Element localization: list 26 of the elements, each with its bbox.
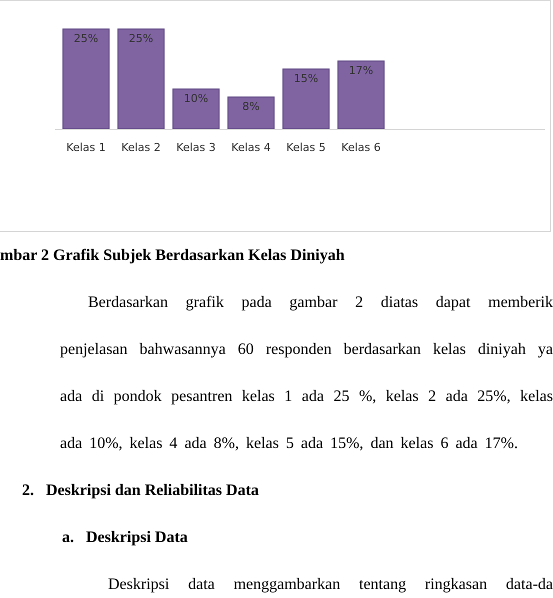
bar	[337, 60, 385, 129]
x-tick-label: Kelas 1	[66, 141, 106, 154]
data-label: 17%	[348, 64, 374, 77]
text: mbar 2 Grafik Subjek Berdasarkan Kelas Diniyah	[0, 246, 345, 266]
x-tick-label: Kelas 6	[341, 141, 381, 154]
text: penjelasan bahwasannya 60 responden berdasarkan kelas diniyah ya	[60, 340, 553, 360]
data-label: 8%	[242, 100, 260, 113]
data-label: 15%	[294, 72, 318, 85]
text: Berdasarkan grafik pada gambar 2 diatas dapat memberik	[88, 293, 553, 313]
text: ada di pondok pesantren kelas 1 ada 25 %, kelas 2 ada 25%, kelas	[60, 387, 553, 407]
text: 2. Deskripsi dan Reliabilitas Data	[22, 481, 259, 501]
x-tick-label: Kelas 3	[176, 141, 216, 154]
bar	[282, 68, 330, 129]
data-label: 25%	[74, 32, 98, 45]
bar	[62, 28, 110, 129]
bar	[227, 96, 275, 129]
data-label: 10%	[184, 92, 208, 105]
text: ada 10%, kelas 4 ada 8%, kelas 5 ada 15%, dan kelas 6 ada 17%.	[60, 434, 518, 454]
x-tick-label: Kelas 2	[121, 141, 161, 154]
bar	[117, 28, 165, 129]
text: Deskripsi data menggambarkan tentang ringkasan data-da	[108, 575, 553, 595]
text: a. Deskripsi Data	[62, 528, 188, 548]
data-label: 25%	[128, 32, 154, 45]
bar	[172, 88, 220, 129]
x-tick-label: Kelas 5	[286, 141, 326, 154]
x-tick-label: Kelas 4	[231, 141, 271, 154]
